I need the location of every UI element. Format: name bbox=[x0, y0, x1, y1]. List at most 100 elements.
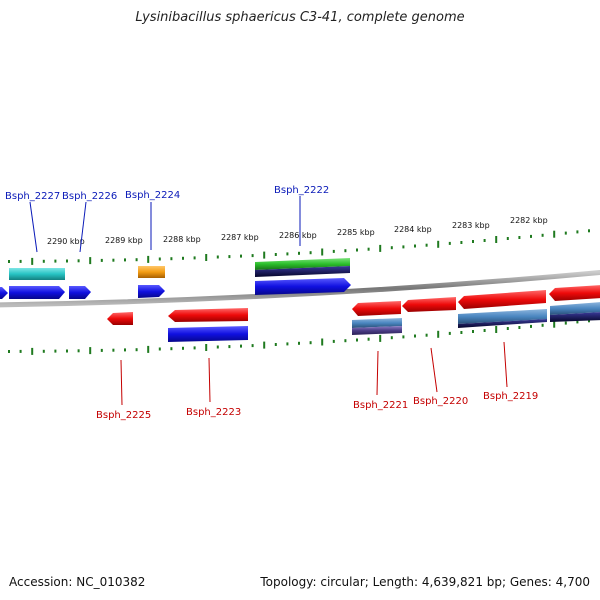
minor-tick bbox=[8, 350, 10, 353]
minor-tick bbox=[42, 259, 45, 263]
minor-tick bbox=[344, 249, 347, 253]
major-tick bbox=[495, 236, 498, 243]
minor-tick bbox=[216, 255, 219, 259]
gene-label[interactable]: Bsph_2224 bbox=[125, 190, 180, 201]
minor-tick bbox=[332, 249, 335, 253]
major-tick bbox=[147, 345, 150, 353]
minor-tick bbox=[251, 344, 254, 348]
minor-tick bbox=[506, 327, 509, 330]
minor-tick bbox=[240, 344, 242, 348]
forward-gene[interactable] bbox=[0, 287, 8, 299]
major-tick bbox=[553, 230, 556, 238]
leader-line bbox=[79, 201, 87, 253]
minor-tick bbox=[541, 323, 544, 327]
cyan-feature[interactable] bbox=[9, 268, 65, 280]
steel-feature[interactable] bbox=[352, 318, 402, 328]
navy-feature[interactable] bbox=[550, 312, 600, 322]
minor-tick bbox=[112, 348, 115, 352]
steel-feature[interactable] bbox=[550, 302, 600, 315]
minor-tick bbox=[228, 345, 231, 349]
minor-tick bbox=[402, 335, 405, 339]
minor-tick bbox=[460, 331, 463, 334]
minor-tick bbox=[576, 320, 579, 324]
minor-tick bbox=[483, 329, 486, 332]
minor-tick bbox=[472, 240, 474, 243]
scale-ticks-top bbox=[8, 229, 590, 265]
scale-label: 2282 kbp bbox=[510, 216, 548, 225]
minor-tick bbox=[518, 236, 521, 239]
minor-tick bbox=[66, 349, 68, 353]
minor-tick bbox=[182, 346, 184, 350]
leader-line bbox=[120, 359, 123, 406]
minor-tick bbox=[158, 347, 161, 351]
leader-line bbox=[376, 350, 379, 396]
purple-feature[interactable] bbox=[352, 326, 402, 335]
reverse-gene[interactable] bbox=[352, 301, 401, 316]
minor-tick bbox=[414, 244, 416, 248]
minor-tick bbox=[402, 245, 405, 249]
major-tick bbox=[205, 344, 208, 351]
reverse-gene[interactable] bbox=[549, 285, 600, 301]
scale-label: 2287 kbp bbox=[221, 233, 259, 242]
minor-tick bbox=[193, 256, 196, 260]
gene-label[interactable]: Bsph_2222 bbox=[274, 185, 329, 196]
minor-tick bbox=[588, 319, 590, 323]
leader-line bbox=[29, 201, 38, 253]
minor-tick bbox=[356, 248, 358, 252]
minor-tick bbox=[170, 347, 173, 351]
gene-label[interactable]: Bsph_2221 bbox=[353, 400, 408, 411]
minor-tick bbox=[530, 234, 532, 238]
gene-label[interactable]: Bsph_2220 bbox=[413, 396, 468, 407]
reverse-gene[interactable] bbox=[107, 312, 133, 325]
major-tick bbox=[263, 341, 266, 349]
gene-label[interactable]: Bsph_2226 bbox=[62, 191, 117, 202]
minor-tick bbox=[286, 342, 289, 346]
minor-tick bbox=[158, 257, 161, 261]
orange-feature[interactable] bbox=[138, 266, 165, 278]
minor-tick bbox=[54, 259, 57, 263]
gene-label[interactable]: Bsph_2225 bbox=[96, 410, 151, 421]
major-tick bbox=[31, 347, 34, 355]
minor-tick bbox=[356, 338, 358, 342]
minor-tick bbox=[483, 239, 486, 242]
gene-label[interactable]: Bsph_2223 bbox=[186, 407, 241, 418]
navy-feature[interactable] bbox=[255, 266, 350, 277]
minor-tick bbox=[19, 259, 22, 263]
major-tick bbox=[89, 347, 92, 355]
forward-gene[interactable] bbox=[138, 285, 165, 298]
scale-label: 2289 kbp bbox=[105, 236, 143, 245]
scale-label: 2284 kbp bbox=[394, 225, 432, 234]
navy-feature[interactable] bbox=[458, 319, 547, 328]
minor-tick bbox=[77, 349, 80, 353]
major-tick bbox=[321, 248, 324, 256]
gene-label[interactable]: Bsph_2227 bbox=[5, 191, 60, 202]
minor-tick bbox=[66, 259, 68, 263]
minor-tick bbox=[216, 345, 219, 349]
genome-backbone bbox=[0, 269, 600, 308]
forward-gene[interactable] bbox=[69, 286, 91, 299]
major-tick bbox=[205, 254, 208, 261]
scale-label: 2283 kbp bbox=[452, 221, 490, 230]
scale-ticks-bottom bbox=[8, 319, 590, 355]
reverse-gene[interactable] bbox=[458, 290, 546, 309]
gene-label[interactable]: Bsph_2219 bbox=[483, 391, 538, 402]
minor-tick bbox=[112, 258, 115, 262]
forward-gene[interactable] bbox=[255, 278, 351, 295]
minor-tick bbox=[135, 348, 138, 352]
major-tick bbox=[553, 320, 556, 328]
minor-tick bbox=[54, 349, 57, 353]
blue-feature[interactable] bbox=[168, 326, 248, 342]
scale-label: 2286 kbp bbox=[279, 231, 317, 240]
reverse-gene[interactable] bbox=[168, 308, 248, 322]
reverse-gene[interactable] bbox=[402, 297, 456, 312]
minor-tick bbox=[460, 241, 463, 244]
forward-gene[interactable] bbox=[9, 286, 65, 299]
minor-tick bbox=[518, 326, 521, 329]
minor-tick bbox=[182, 256, 184, 260]
minor-tick bbox=[8, 260, 10, 263]
minor-tick bbox=[240, 254, 242, 258]
minor-tick bbox=[19, 349, 22, 353]
minor-tick bbox=[506, 237, 509, 240]
major-tick bbox=[379, 334, 382, 342]
minor-tick bbox=[576, 230, 579, 234]
